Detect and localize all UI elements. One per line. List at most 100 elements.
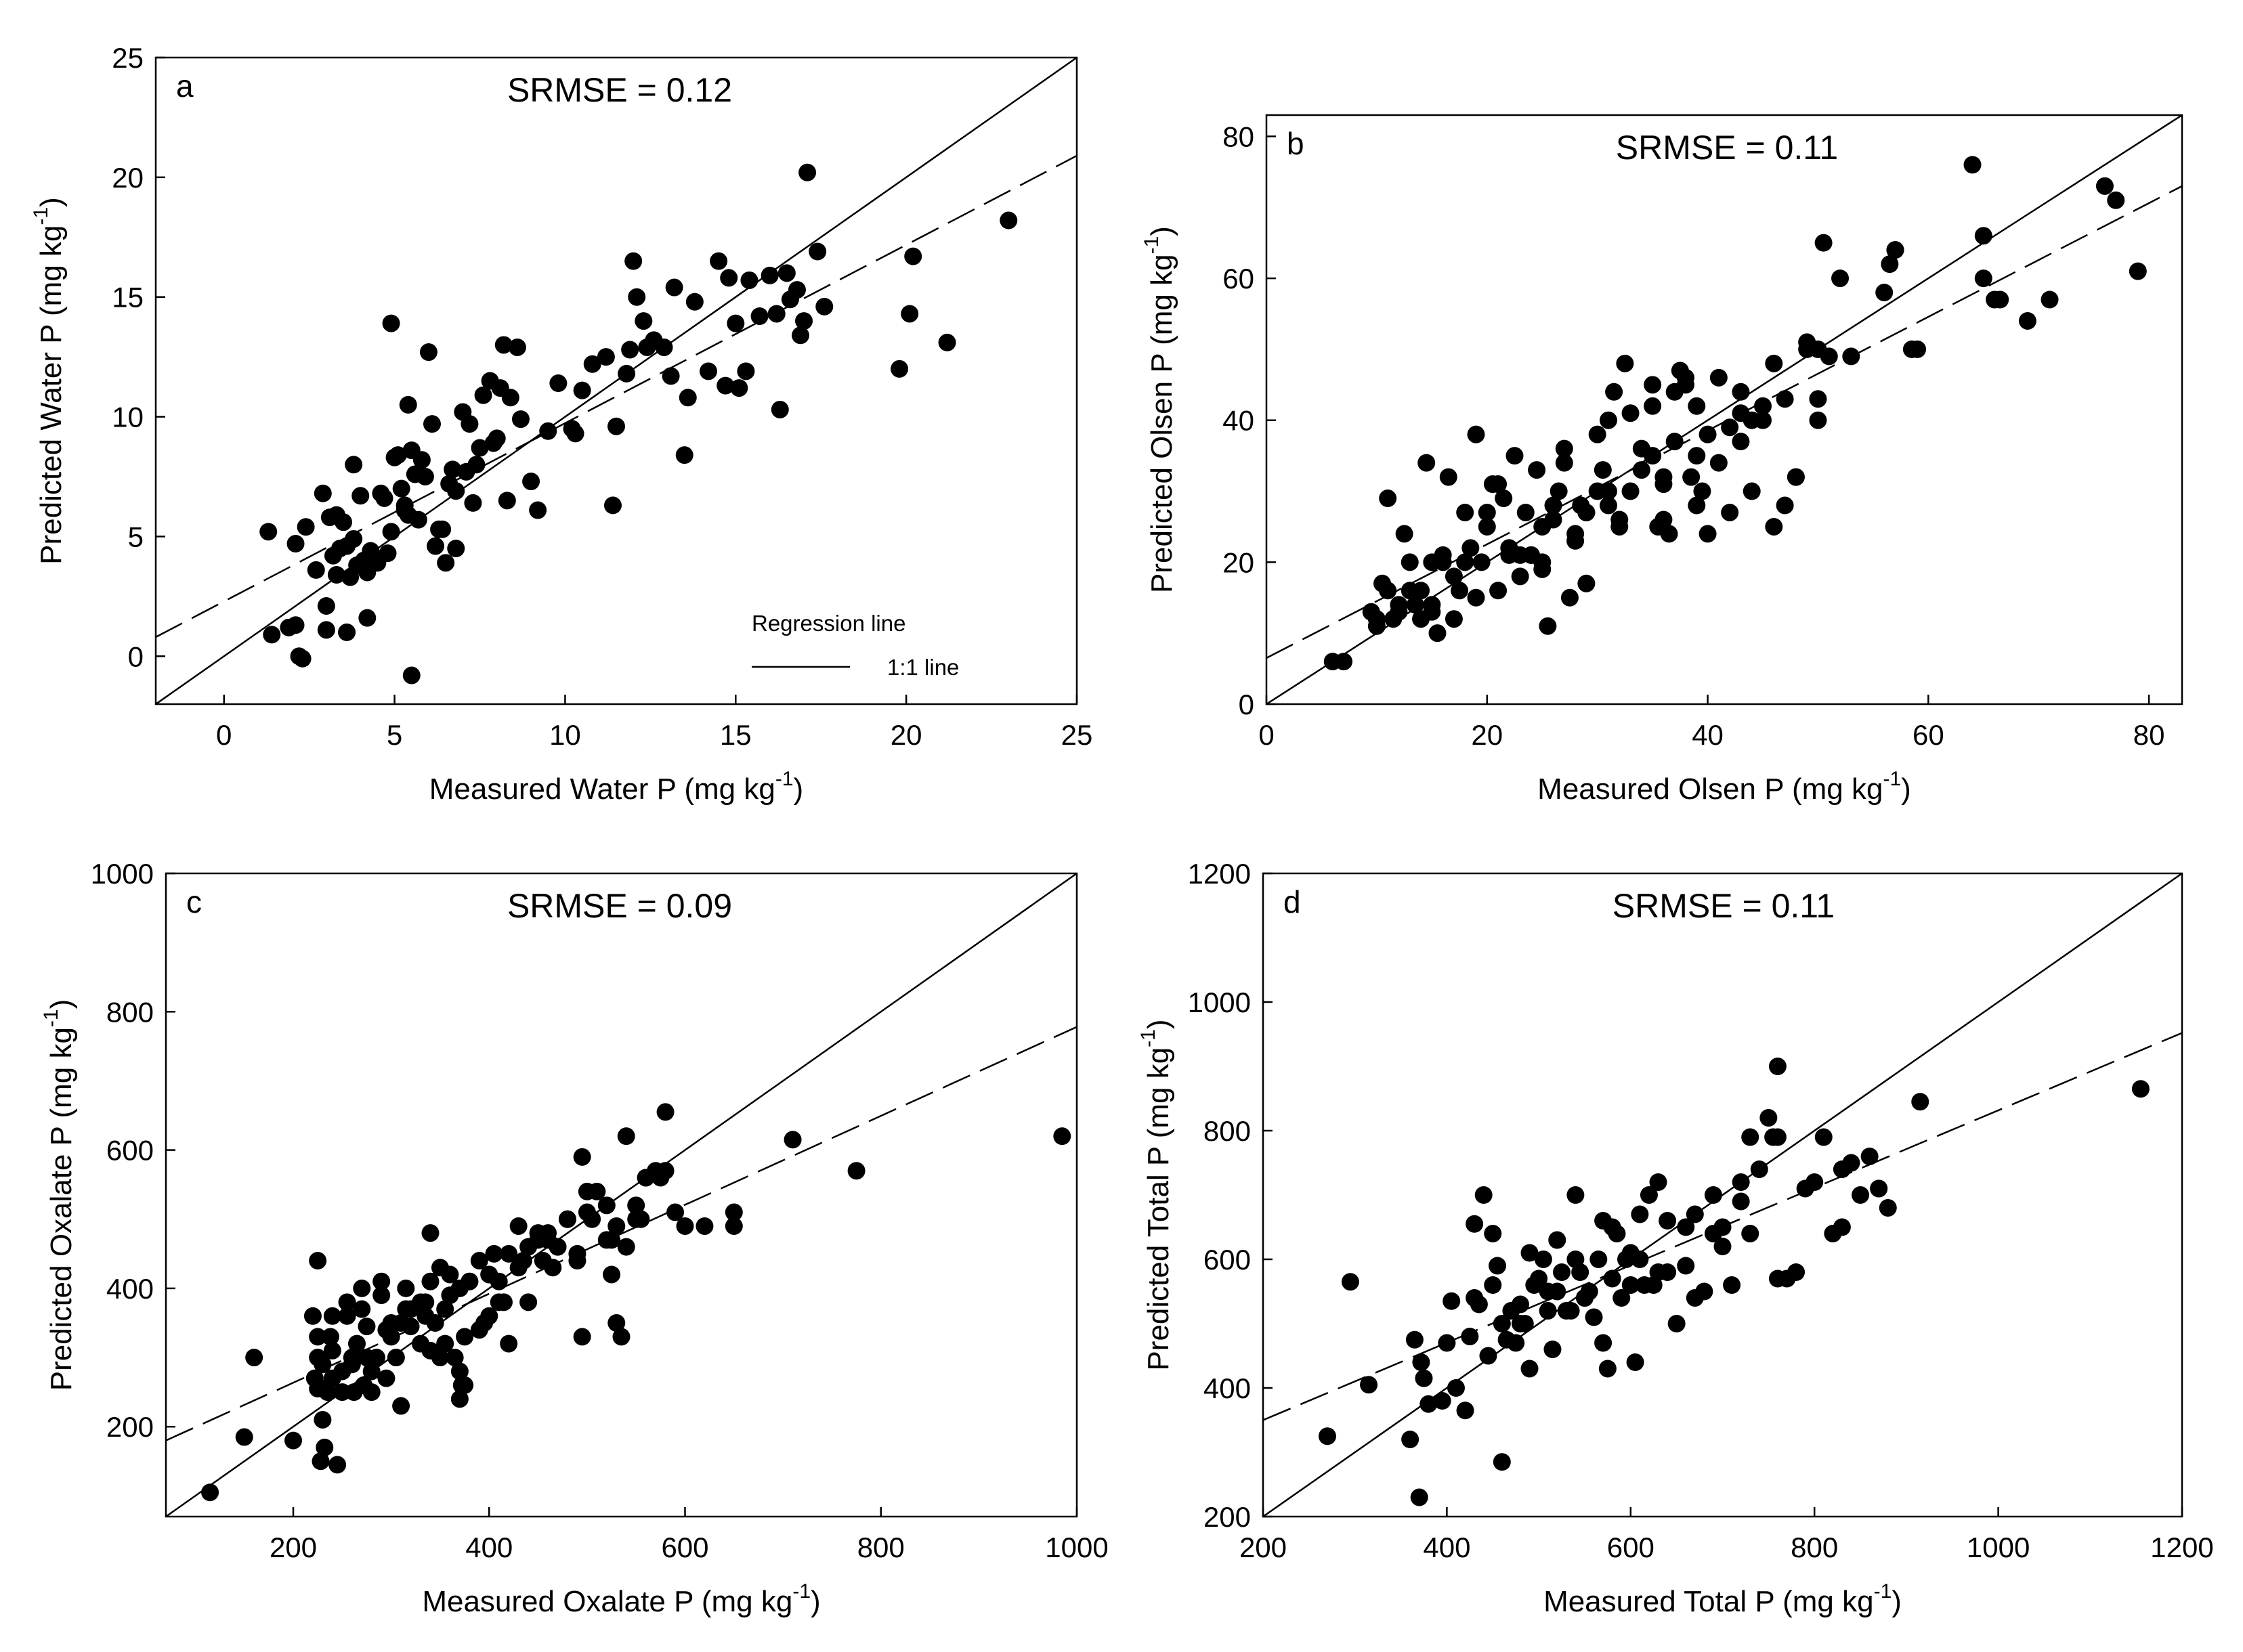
panel-c-xlabel-close: ) [811,1585,821,1618]
panel-a-data-point [351,487,370,505]
panel-b-data-point [1660,525,1678,543]
panel-a-y-tick-label: 20 [112,162,144,194]
panel-d-data-point [1484,1225,1502,1242]
panel-a-data-point [737,362,755,381]
panel-a-data-point [464,494,482,512]
panel-b-data-point [1511,567,1529,586]
panel-d-data-point [1768,1269,1787,1288]
panel-a-y-tick-label: 10 [112,401,144,433]
panel-a-one-to-one-line [156,58,1077,704]
panel-b-data-point [1406,596,1424,614]
panel-c-data-point [485,1244,503,1263]
panel-b-data-point [1610,517,1629,536]
panel-a-data-point [795,312,813,330]
panel-b-data-point [1605,383,1623,401]
panel-d-data-point [1589,1251,1608,1268]
panel-d-x-tick-label: 800 [1791,1531,1838,1563]
panel-c-data-point [353,1279,371,1297]
panel-d-data-point [1415,1369,1433,1387]
panel-d-data-point [1626,1353,1644,1371]
panel-b-data-point [1428,624,1447,643]
panel-c-data-point [309,1328,327,1346]
panel-d-data-point [1750,1160,1768,1178]
panel-b-x-tick-label: 80 [2133,719,2165,751]
panel-a-plot-frame [154,56,1078,705]
panel-b-data-point [1588,425,1606,443]
panel-b-data-point [1379,490,1397,508]
panel-c-data-point [321,1328,339,1346]
panel-b-y-tick-label: 0 [1239,689,1254,720]
panel-a-data-point [508,338,526,356]
panel-b-x-tick-label: 20 [1471,719,1503,751]
panel-b-data-point [1577,503,1596,521]
panel-c-data-point [470,1252,488,1270]
panel-c-y-tick-label: 600 [106,1135,154,1167]
panel-b-data-point [1505,447,1524,465]
panel-a-data-point [727,314,745,332]
panel-d-data-point [1713,1238,1732,1255]
panel-a-data-point [529,501,547,519]
panel-c-data-point [725,1217,743,1235]
panel-b-data-point [1688,397,1706,415]
panel-c-data-point [323,1307,341,1325]
panel-c-data-point [637,1169,655,1187]
panel-b-data-point [1974,227,1992,245]
panel-a-data-point [409,510,427,529]
panel-d-data-point [2131,1080,2150,1098]
panel-a-data-point [792,326,809,345]
panel-b-data-point [1743,411,1761,429]
panel-c-data-point [509,1259,528,1277]
panel-a-data-point [461,415,479,433]
panel-c-data-point [456,1376,474,1394]
panel-c-x-axis-title: Measured Oxalate P (mg kg-1) [422,1580,820,1618]
panel-c-data-point [500,1334,518,1353]
panel-c-data-point [847,1162,866,1180]
panel-c-data-point [416,1307,435,1325]
panel-c-data-point [362,1383,381,1401]
panel-c-x-tick-label: 1000 [1045,1531,1108,1563]
panel-b-ylabel-text: Predicted Olsen P (mg kg [1145,254,1178,593]
panel-b-x-axis-title: Measured Olsen P (mg kg-1) [1537,768,1911,806]
panel-c-data-point [450,1362,469,1381]
panel-d-data-point [1594,1334,1612,1352]
panel-a-data-point [290,647,308,666]
panel-b-data-point [1654,475,1673,494]
panel-b-data-point [1478,517,1496,536]
panel-c-data-point [696,1217,714,1235]
panel-a-srmse: SRMSE = 0.12 [507,71,732,109]
panel-a-data-point [423,415,441,433]
panel-a-xlabel-exponent: -1 [775,768,794,790]
panel-d-data-point [1412,1353,1430,1371]
panel-b-xlabel-exponent: -1 [1883,768,1901,790]
panel-c-data-point [578,1203,596,1221]
panel-b-data-point [1743,482,1761,500]
panel-c-data-point [201,1483,219,1502]
panel-d-data-point [1631,1205,1649,1223]
panel-c-xlabel-text: Measured Oxalate P (mg kg [422,1585,792,1618]
panel-b-data-point [1401,582,1419,600]
panel-d-y-tick-label: 600 [1203,1244,1251,1276]
panel-c-data-point [372,1272,391,1290]
panel-c-data-point [627,1196,645,1215]
panel-d-data-point [1677,1257,1695,1275]
panel-b-data-point [1599,496,1617,515]
panel-a-data-point [815,297,834,316]
panel-c-data-point [519,1293,538,1311]
panel-b-data-point [1699,425,1717,443]
panel-c-data-point [725,1203,743,1221]
panel-b-data-point [1456,553,1474,571]
panel-d-letter: d [1283,884,1301,919]
panel-a-data-point [679,389,697,407]
panel-c-data-point [436,1334,454,1353]
panel-d-data-point [1833,1218,1851,1236]
panel-b-data-point [1445,610,1463,628]
panel-a-data-point [566,425,584,443]
panel-d-y-tick-label: 1000 [1188,986,1251,1018]
panel-b-data-point [1881,255,1899,274]
panel-a-data-point [904,247,922,265]
panel-c-ylabel-exponent: -1 [40,1009,62,1027]
panel-b-data-point [1709,368,1728,387]
panel-d-data-point [1732,1173,1750,1191]
panel-a-data-point [621,341,639,359]
panel-d-data-point [1852,1186,1870,1204]
